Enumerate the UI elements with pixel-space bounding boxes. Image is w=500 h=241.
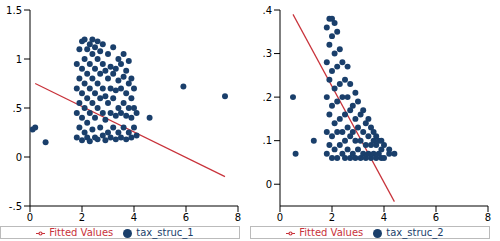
html-text:tax_struc_1: tax_struc_1: [136, 227, 194, 238]
svg-text:.1: .1: [262, 135, 272, 146]
svg-text:.5: .5: [12, 103, 22, 114]
html-text:Fitted Values: Fitted Values: [49, 227, 114, 238]
svg-text:4: 4: [131, 212, 137, 223]
html-text:Fitted Values: Fitted Values: [299, 227, 364, 238]
svg-text:.3: .3: [262, 48, 272, 59]
svg-text:4: 4: [381, 212, 387, 223]
svg-text:8: 8: [485, 212, 491, 223]
svg-text:1.5: 1.5: [8, 5, 22, 16]
svg-text:-.5: -.5: [9, 201, 22, 212]
svg-text:.4: .4: [262, 5, 272, 16]
svg-text:0: 0: [277, 212, 283, 223]
svg-text:6: 6: [433, 212, 439, 223]
svg-text:6: 6: [183, 212, 189, 223]
html-text:tax_struc_2: tax_struc_2: [386, 227, 444, 238]
svg-text:.2: .2: [262, 92, 272, 103]
svg-text:8: 8: [235, 212, 241, 223]
svg-text:2: 2: [79, 212, 85, 223]
svg-text:1: 1: [16, 54, 22, 65]
svg-text:0: 0: [16, 152, 22, 163]
svg-text:2: 2: [329, 212, 335, 223]
svg-text:0: 0: [266, 179, 272, 190]
svg-text:0: 0: [27, 212, 33, 223]
